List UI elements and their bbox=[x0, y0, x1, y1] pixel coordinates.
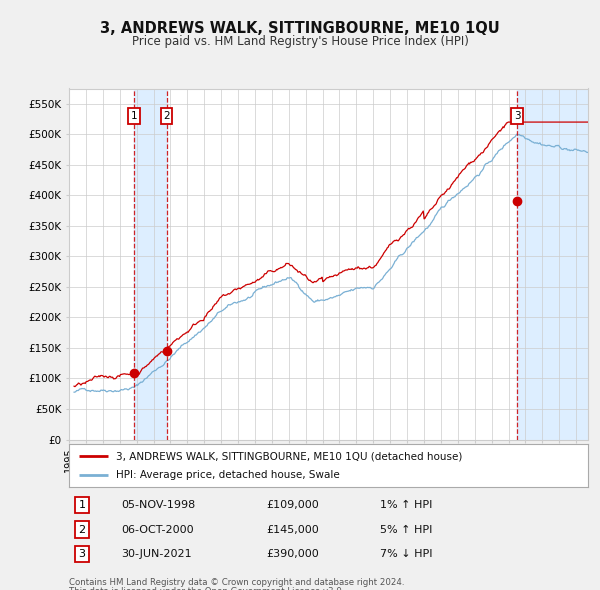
Text: 1: 1 bbox=[131, 111, 137, 121]
Text: 1: 1 bbox=[79, 500, 85, 510]
Bar bbox=[517, 88, 588, 440]
Text: HPI: Average price, detached house, Swale: HPI: Average price, detached house, Swal… bbox=[116, 470, 340, 480]
Text: 3: 3 bbox=[514, 111, 520, 121]
Text: £109,000: £109,000 bbox=[266, 500, 319, 510]
Text: This data is licensed under the Open Government Licence v3.0.: This data is licensed under the Open Gov… bbox=[69, 587, 344, 590]
Text: 3, ANDREWS WALK, SITTINGBOURNE, ME10 1QU (detached house): 3, ANDREWS WALK, SITTINGBOURNE, ME10 1QU… bbox=[116, 451, 462, 461]
Text: Price paid vs. HM Land Registry's House Price Index (HPI): Price paid vs. HM Land Registry's House … bbox=[131, 35, 469, 48]
Text: 1% ↑ HPI: 1% ↑ HPI bbox=[380, 500, 433, 510]
Text: 05-NOV-1998: 05-NOV-1998 bbox=[121, 500, 195, 510]
Text: 30-JUN-2021: 30-JUN-2021 bbox=[121, 549, 191, 559]
Bar bbox=[134, 88, 167, 440]
Text: £390,000: £390,000 bbox=[266, 549, 319, 559]
Text: £145,000: £145,000 bbox=[266, 525, 319, 535]
Text: 5% ↑ HPI: 5% ↑ HPI bbox=[380, 525, 433, 535]
Text: Contains HM Land Registry data © Crown copyright and database right 2024.: Contains HM Land Registry data © Crown c… bbox=[69, 578, 404, 587]
Text: 3: 3 bbox=[79, 549, 85, 559]
Text: 2: 2 bbox=[79, 525, 86, 535]
Text: 7% ↓ HPI: 7% ↓ HPI bbox=[380, 549, 433, 559]
Text: 2: 2 bbox=[163, 111, 170, 121]
Text: 3, ANDREWS WALK, SITTINGBOURNE, ME10 1QU: 3, ANDREWS WALK, SITTINGBOURNE, ME10 1QU bbox=[100, 21, 500, 35]
Text: 06-OCT-2000: 06-OCT-2000 bbox=[121, 525, 194, 535]
